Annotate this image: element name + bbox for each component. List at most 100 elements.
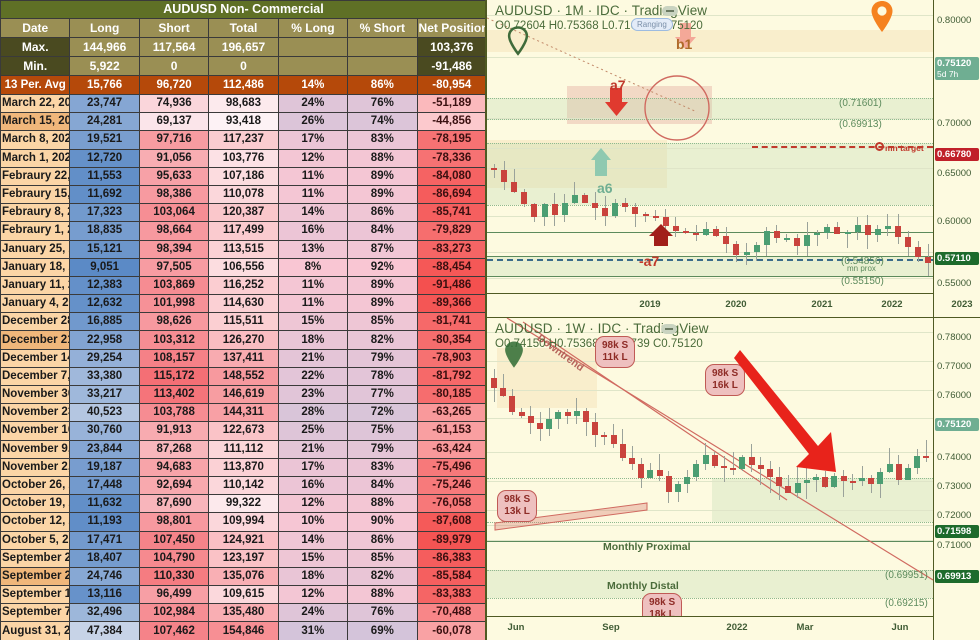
candle-body (632, 207, 639, 215)
price-axis-tick: 0.71000 (937, 540, 972, 551)
table-row: March 8, 2022 19,521 97,716 117,237 17% 83% -7… (0, 130, 485, 150)
column-header: Net Positions (416, 18, 485, 38)
candle-body (723, 235, 730, 245)
level-line-071601 (487, 98, 933, 99)
price-axis-tick: 0.71598 (935, 525, 979, 538)
position-callout: 98k S 18k L (642, 593, 683, 616)
table-cell: September 7, 2021 (0, 603, 71, 623)
table-cell: 47,384 (69, 621, 140, 640)
table-cell: Min. (0, 56, 71, 76)
table-cell: 40,523 (69, 403, 140, 423)
table-cell: 10% (277, 512, 349, 532)
candle-wick (815, 473, 817, 493)
table-cell: November 30, 2021 (0, 384, 71, 405)
candle-wick (645, 211, 646, 223)
table-cell: 13,116 (69, 585, 140, 605)
candle-wick (502, 373, 504, 397)
candle-body (629, 457, 635, 465)
candle-body (652, 215, 659, 218)
candle-body (527, 415, 534, 423)
table-cell: 24% (277, 93, 349, 114)
target-icon (875, 142, 884, 151)
chart-audusd-weekly[interactable]: Monthly Proximal Monthly Distal Downtrend(… (487, 318, 980, 640)
grid-line (487, 510, 933, 511)
candle-body (682, 230, 689, 233)
grid-line (487, 216, 933, 217)
table-cell: 86% (347, 203, 418, 223)
callout-short-line: 98k S (649, 597, 676, 608)
table-cell: 0 (208, 56, 279, 76)
table-cell: 114,630 (208, 294, 279, 314)
candle-wick (685, 227, 687, 234)
table-cell: Febraury 15, 2022 (0, 184, 71, 205)
table-row: March 15, 202224,28169,13793,41826%74%-4… (0, 112, 485, 132)
candle-body (665, 476, 672, 492)
table-cell (277, 56, 349, 76)
table-cell: 98,664 (138, 221, 210, 241)
table-cell: 116,252 (208, 275, 279, 296)
chart-bot-plot-area[interactable]: Monthly Proximal Monthly Distal Downtrend(… (487, 318, 933, 616)
table-cell: 92% (347, 257, 418, 277)
table-cell: 69,137 (138, 112, 210, 132)
price-axis-tick: 0.75120 5d 7h (935, 57, 979, 80)
price-axis-tick: 0.55000 (937, 278, 972, 289)
table-cell: 77% (347, 384, 418, 405)
table-cell: 12% (277, 494, 349, 514)
candle-body (767, 469, 773, 478)
chart-top-price-axis[interactable]: 0.80000 0.75120 5d 7h 0.70000 0.66780 0.65000… (933, 0, 980, 317)
candle-body (914, 455, 921, 468)
position-callout: 98k S 16k L (705, 364, 746, 396)
table-cell: 14% (277, 530, 349, 550)
table-cell: 113,515 (208, 239, 279, 259)
table-cell: -89,366 (416, 294, 485, 314)
chart-audusd-monthly[interactable]: b1 a7 a6 -a7 (0.71601) (0.69913) (0.54856) (0.5… (487, 0, 980, 318)
table-cell: 78% (347, 366, 418, 387)
candle-body (551, 204, 558, 215)
candle-body (537, 422, 543, 429)
candle-body (895, 464, 902, 480)
candle-body (868, 477, 875, 485)
chart-top-time-axis[interactable]: 2019 2020 2021 2022 2023 (487, 293, 973, 317)
chart-bot-collapse-icon[interactable] (661, 324, 677, 334)
candle-body (491, 168, 497, 171)
grid-line (487, 15, 933, 16)
table-cell: 33,380 (69, 366, 140, 387)
table-cell: 12% (277, 148, 349, 168)
monthly-proximal-line (487, 541, 933, 542)
grid-line (487, 361, 933, 362)
chart-top-collapse-icon[interactable] (662, 6, 678, 16)
table-cell: -78,336 (416, 148, 485, 168)
table-cell: -85,741 (416, 203, 485, 223)
table-row: January 4, 202212,632101,998114,63011%89… (0, 294, 485, 314)
table-row: October 26, 202117,44892,694110,14216%84… (0, 475, 485, 496)
candle-body (610, 434, 617, 445)
chart-bot-time-axis[interactable]: Jun Sep 2022 Mar Jun (487, 616, 933, 640)
table-cell: 98,626 (138, 312, 210, 332)
chart-top-plot-area[interactable]: b1 a7 a6 -a7 (0.71601) (0.69913) (0.54856) (0.5… (487, 0, 933, 293)
candle-body (822, 477, 829, 487)
table-cell: -87,608 (416, 512, 485, 532)
table-cell: 98,801 (138, 512, 210, 532)
grid-line (487, 481, 933, 482)
location-pin-orange-icon[interactable] (869, 0, 895, 34)
table-cell: 91,056 (138, 148, 210, 168)
grid-line (487, 168, 933, 169)
candle-wick (925, 440, 927, 462)
location-pin-green-icon[interactable] (507, 26, 529, 56)
candle-body (785, 485, 792, 493)
chart-bot-price-axis[interactable]: 0.78000 0.77000 0.76000 0.75120 0.74000 0.730… (933, 318, 980, 640)
table-cell: 98,683 (208, 93, 279, 114)
table-cell: 16,885 (69, 312, 140, 332)
table-cell: 11% (277, 184, 349, 205)
table-cell: -91,486 (416, 275, 485, 296)
candle-body (840, 476, 847, 481)
table-cell: 19,521 (69, 130, 140, 150)
table-cell: 84% (347, 221, 418, 241)
candle-wick (760, 457, 762, 485)
location-pin-green-filled-icon[interactable] (503, 340, 525, 370)
table-cell: 97,505 (138, 257, 210, 277)
price-axis-tick: 0.66780 (935, 148, 979, 161)
candle-wick (567, 409, 569, 424)
grid-line (487, 540, 933, 541)
callout-long-line: 11k L (602, 352, 628, 363)
